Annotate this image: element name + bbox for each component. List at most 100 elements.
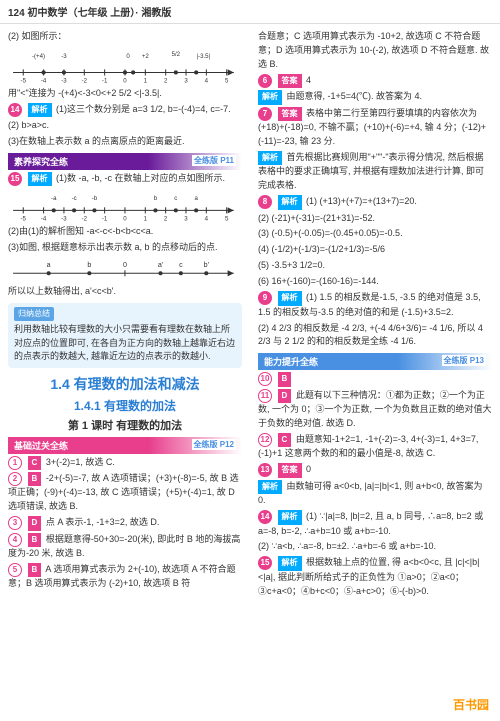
bar1-ref: 全练版 P11 bbox=[192, 155, 236, 166]
q14-num: 14 bbox=[8, 103, 22, 117]
page-root: 124 初中数学（七年级 上册）· 湘教版 (2) 如图所示： -5 -4 -3… bbox=[0, 0, 500, 721]
q13b-label: 解析 bbox=[258, 480, 282, 494]
q6-label: 答案 bbox=[278, 74, 302, 88]
q8b5: (5) -3.5+3 1/2=0. bbox=[258, 259, 492, 273]
q11-body: 此题有以下三种情况：①都为正数；②一个为正数, 一个为 0；③一个为正数, 一个… bbox=[258, 390, 492, 428]
bar3-ref: 全练版 P13 bbox=[442, 355, 486, 366]
q10-ans: B bbox=[278, 372, 292, 386]
svg-text:-5: -5 bbox=[21, 78, 27, 85]
q8-body1: (1) (+13)+(+7)=+(13+7)=20. bbox=[306, 196, 417, 206]
svg-text:a: a bbox=[194, 195, 198, 202]
q13-label: 答案 bbox=[278, 463, 302, 477]
q6b-body: 由题意得, -1+5=4(℃). 故答案为 4. bbox=[287, 91, 423, 101]
svg-text:a': a' bbox=[158, 261, 163, 269]
svg-text:-4: -4 bbox=[41, 216, 47, 223]
svg-text:-5: -5 bbox=[21, 216, 27, 223]
q14r: 14 解析 (1) ∵|a|=8, |b|=2, 且 a, b 同号, ∴a=8… bbox=[258, 510, 492, 538]
svg-text:+2: +2 bbox=[142, 53, 150, 60]
bar1-text: 素养探究全练 bbox=[14, 157, 68, 167]
svg-text:-a: -a bbox=[51, 195, 57, 202]
q15-body: (1)数 -a, -b, -c 在数轴上对应的点如图所示. bbox=[56, 173, 225, 183]
left-column: (2) 如图所示： -5 -4 -3 -2 -1 0 1 2 3 4 5 bbox=[0, 24, 250, 721]
q15r: 15 解析 根据数轴上点的位置, 得 a<b<0<c, 且 |c|<|b|<|a… bbox=[258, 556, 492, 598]
q14c: (3)在数轴上表示数 a 的点离原点的距离最近. bbox=[8, 135, 242, 149]
header-text: 124 初中数学（七年级 上册）· 湘教版 bbox=[8, 8, 171, 19]
svg-text:a: a bbox=[47, 261, 51, 269]
q12: 12 C 由题意知-1+2=1, -1+(-2)=-3, 4+(-3)=1, 4… bbox=[258, 433, 492, 461]
heading-3: 第 1 课时 有理数的加法 bbox=[8, 417, 242, 433]
svg-text:b': b' bbox=[204, 261, 209, 269]
q1: 1 C 3+(-2)=1, 故选 C. bbox=[8, 456, 242, 470]
q7-num: 7 bbox=[258, 107, 272, 121]
svg-text:-3: -3 bbox=[61, 78, 67, 85]
q4-body: 根据题意得-50+30=-20(米), 即此时 B 地的海拔高度为-20 米, … bbox=[8, 534, 240, 558]
q15r-num: 15 bbox=[258, 556, 272, 570]
q8-label: 解析 bbox=[278, 195, 302, 209]
q6b: 解析 由题意得, -1+5=4(℃). 故答案为 4. bbox=[258, 90, 492, 104]
p2: 用"<"连接为 -(+4)<-3<0<+2 5/2 <|-3.5|. bbox=[8, 87, 242, 101]
q13b-body: 由数轴可得 a<0<b, |a|=|b|<1, 则 a+b<0, 故答案为 0. bbox=[258, 481, 482, 505]
q15b: (2)由(1)的解析图知 -a<-c<-b<b<c<a. bbox=[8, 225, 242, 239]
q3-ans: D bbox=[28, 516, 42, 530]
q2-body: -2+(-5)=-7, 故 A 选项错误；(+3)+(-8)=-5, 故 B 选… bbox=[8, 473, 239, 511]
svg-text:-b: -b bbox=[92, 195, 98, 202]
q7-label: 答案 bbox=[278, 107, 302, 121]
q3: 3 D 点 A 表示-1, -1+3=2, 故选 D. bbox=[8, 516, 242, 530]
svg-text:-2: -2 bbox=[82, 78, 88, 85]
q5: 5 B A 选项用算式表示为 2+(-10), 故选项 A 不符合题意；B 选项… bbox=[8, 563, 242, 591]
watermark: 百书园 bbox=[448, 694, 494, 715]
q15-num: 15 bbox=[8, 172, 22, 186]
page-header: 124 初中数学（七年级 上册）· 湘教版 bbox=[0, 0, 500, 24]
svg-text:b: b bbox=[87, 261, 91, 269]
heading-2: 1.4.1 有理数的加法 bbox=[8, 397, 242, 414]
q5-num: 5 bbox=[8, 563, 22, 577]
q6: 6 答案 4 bbox=[258, 74, 492, 88]
q5-ans: B bbox=[28, 563, 42, 577]
svg-text:0: 0 bbox=[123, 216, 127, 223]
q9b: (2) 4 2/3 的相反数是 -4 2/3, +(-4 4/6+3/6)= -… bbox=[258, 322, 492, 350]
svg-text:-(+4): -(+4) bbox=[32, 53, 45, 60]
q4: 4 B 根据题意得-50+30=-20(米), 即此时 B 地的海拔高度为-20… bbox=[8, 533, 242, 561]
bar3-text: 能力提升全练 bbox=[264, 357, 318, 367]
svg-text:5: 5 bbox=[225, 78, 229, 85]
summary-box: 归纳总结 利用数轴比较有理数的大小只需要看有理数在数轴上所对应点的位置即可, 在… bbox=[8, 303, 242, 368]
q8b6: (6) 16+(-160)=-(160-16)=-144. bbox=[258, 275, 492, 289]
q8b3: (3) (-0.5)+(-0.05)=-(0.45+0.05)=-0.5. bbox=[258, 227, 492, 241]
q6-num: 6 bbox=[258, 74, 272, 88]
q1-body: 3+(-2)=1, 故选 C. bbox=[46, 457, 115, 467]
q3-num: 3 bbox=[8, 516, 22, 530]
q15: 15 解析 (1)数 -a, -b, -c 在数轴上对应的点如图所示. bbox=[8, 172, 242, 186]
q8b2: (2) (-21)+(-31)=-(21+31)=-52. bbox=[258, 212, 492, 226]
q7b-body: 首先根据比赛规则用"+""-"表示得分情况, 然后根据表格中的要求正确填写, 并… bbox=[258, 152, 484, 190]
q13-ans: 0 bbox=[306, 464, 311, 474]
svg-text:3: 3 bbox=[184, 216, 188, 223]
q2-num: 2 bbox=[8, 472, 22, 486]
q1-num: 1 bbox=[8, 456, 22, 470]
q11: 11 D 此题有以下三种情况：①都为正数；②一个为正数, 一个为 0；③一个为正… bbox=[258, 389, 492, 431]
q12-num: 12 bbox=[258, 433, 272, 447]
q10-num: 10 bbox=[258, 372, 272, 386]
summary-body: 利用数轴比较有理数的大小只需要看有理数在数轴上所对应点的位置即可, 在各自为正方… bbox=[14, 323, 236, 364]
q6-ans: 4 bbox=[306, 75, 311, 85]
q4-ans: B bbox=[28, 533, 42, 547]
q2-ans: B bbox=[28, 472, 42, 486]
svg-text:-3: -3 bbox=[61, 216, 67, 223]
svg-text:-2: -2 bbox=[82, 216, 88, 223]
q8b4: (4) (-1/2)+(-1/3)=-(1/2+1/3)=-5/6 bbox=[258, 243, 492, 257]
q15d: 所以以上数轴得出, a'<c<b'. bbox=[8, 285, 242, 299]
svg-text:-1: -1 bbox=[102, 216, 108, 223]
q10: 10 B bbox=[258, 372, 492, 386]
q14rb: (2) ∵a<b, ∴a=-8, b=±2. ∴a+b=-6 或 a+b=-10… bbox=[258, 540, 492, 554]
q7b-label: 解析 bbox=[258, 151, 282, 165]
q13b: 解析 由数轴可得 a<0<b, |a|=|b|<1, 则 a+b<0, 故答案为… bbox=[258, 480, 492, 508]
q6b-label: 解析 bbox=[258, 90, 282, 104]
q11-num: 11 bbox=[258, 389, 272, 403]
heading-1: 1.4 有理数的加法和减法 bbox=[8, 374, 242, 394]
q14: 14 解析 (1)这三个数分别是 a=3 1/2, b=-(-4)=4, c=-… bbox=[8, 103, 242, 117]
q9-label: 解析 bbox=[278, 291, 302, 305]
svg-text:b: b bbox=[154, 195, 158, 202]
number-line-1: -5 -4 -3 -2 -1 0 1 2 3 4 5 -(+4) -3 0 +2 bbox=[8, 46, 242, 85]
q14r-num: 14 bbox=[258, 510, 272, 524]
summary-label: 归纳总结 bbox=[14, 307, 54, 321]
bar2-ref: 全练版 P12 bbox=[192, 439, 236, 450]
